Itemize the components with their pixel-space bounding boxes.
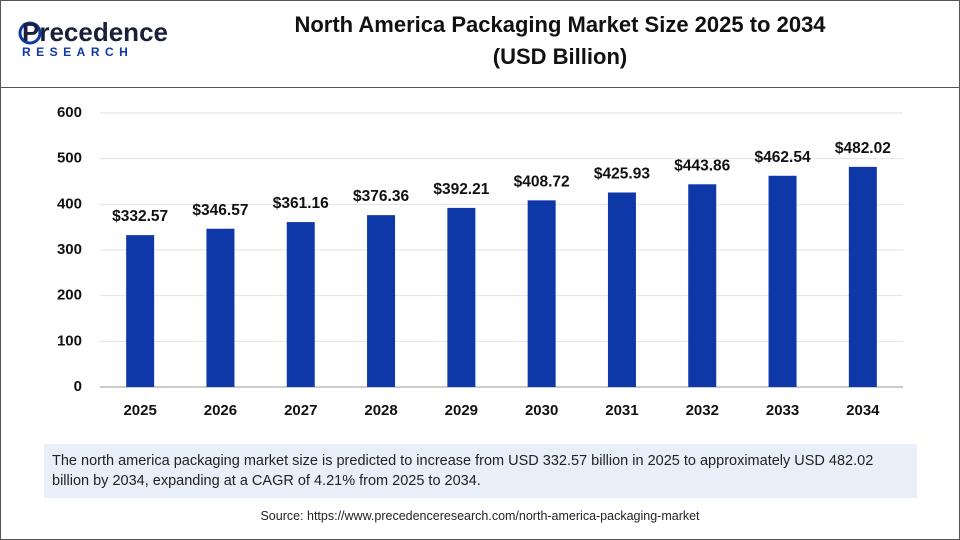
- bar: [126, 235, 155, 387]
- x-tick-label: 2026: [204, 402, 237, 419]
- bar: [768, 175, 797, 387]
- x-tick-label: 2033: [766, 402, 799, 419]
- value-label: $462.54: [755, 149, 811, 166]
- bar: [607, 192, 636, 387]
- bar: [848, 166, 877, 387]
- y-tick-label: 0: [74, 378, 82, 395]
- logo-tagline: RESEARCH: [22, 45, 133, 59]
- bar: [367, 215, 396, 387]
- value-label: $392.21: [433, 181, 489, 198]
- logo-mark: [18, 21, 42, 45]
- logo-name: Precedence: [22, 17, 168, 47]
- source: Source: https://www.precedenceresearch.c…: [260, 509, 700, 523]
- value-label: $361.16: [273, 195, 329, 212]
- x-tick-label: 2027: [284, 402, 317, 419]
- x-tick-label: 2029: [445, 402, 478, 419]
- value-label: $408.72: [514, 173, 570, 190]
- chart-title: North America Packaging Market Size 2025…: [294, 12, 826, 37]
- bar: [286, 222, 315, 387]
- bar: [206, 228, 235, 387]
- bar: [447, 207, 476, 387]
- value-label: $346.57: [192, 202, 248, 219]
- value-label: $443.86: [674, 157, 730, 174]
- x-tick-label: 2028: [364, 402, 397, 419]
- value-label: $482.02: [835, 140, 891, 157]
- value-label: $425.93: [594, 166, 650, 183]
- y-tick-label: 600: [57, 104, 82, 121]
- x-tick-label: 2025: [123, 402, 156, 419]
- value-label: $332.57: [112, 208, 168, 225]
- y-tick-label: 300: [57, 241, 82, 258]
- bar: [688, 184, 717, 387]
- y-tick-label: 200: [57, 287, 82, 304]
- value-label: $376.36: [353, 188, 409, 205]
- y-tick-label: 500: [57, 150, 82, 167]
- x-tick-label: 2031: [605, 402, 638, 419]
- bar: [527, 200, 556, 387]
- x-tick-label: 2032: [686, 402, 719, 419]
- description: The north america packaging market size …: [44, 444, 917, 498]
- x-tick-label: 2030: [525, 402, 558, 419]
- chart-subtitle: (USD Billion): [493, 44, 627, 69]
- y-tick-label: 400: [57, 195, 82, 212]
- x-tick-label: 2034: [846, 402, 880, 419]
- y-tick-label: 100: [57, 332, 82, 349]
